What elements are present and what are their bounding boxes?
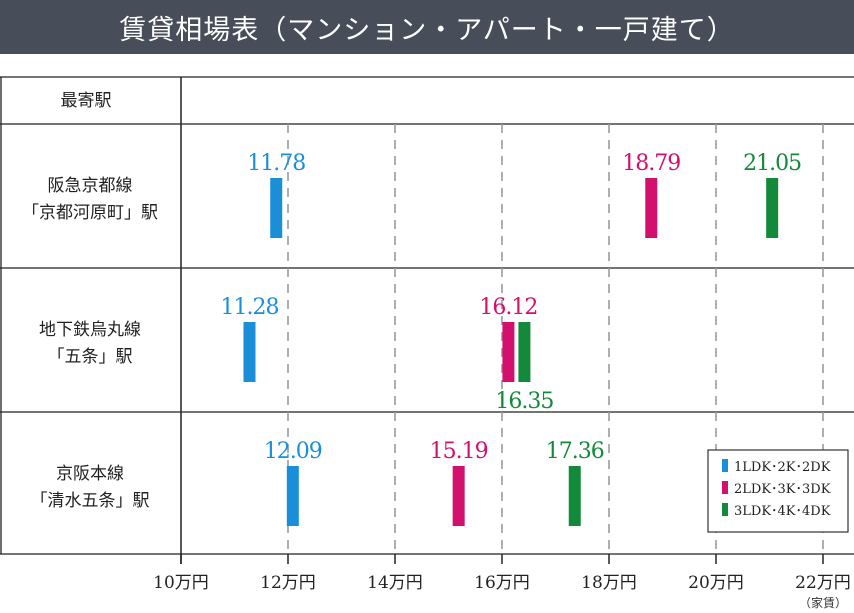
data-label: 12.09	[264, 439, 322, 464]
bar-2	[645, 178, 658, 238]
x-tick-label: 20万円	[688, 573, 744, 593]
x-tick-label: 12万円	[260, 573, 316, 593]
data-label: 16.12	[479, 295, 537, 320]
data-label: 21.05	[743, 151, 801, 176]
station-line-name: 阪急京都線	[48, 176, 133, 196]
station-name: 「清水五条」駅	[31, 491, 150, 511]
bar-3	[568, 466, 581, 526]
data-label: 18.79	[622, 151, 680, 176]
station-line-name: 地下鉄烏丸線	[39, 320, 141, 340]
legend-swatch	[722, 481, 728, 494]
x-unit-label: （家賃）	[799, 595, 847, 610]
bar-3	[518, 322, 531, 382]
data-label: 15.19	[430, 439, 488, 464]
bar-2	[452, 466, 465, 526]
header-label: 最寄駅	[61, 91, 112, 111]
data-label: 11.78	[247, 151, 305, 176]
x-tick-label: 18万円	[581, 573, 637, 593]
bar-3	[766, 178, 779, 238]
legend-label: 2LDK･3K･3DK	[734, 482, 831, 497]
bar-2	[502, 322, 515, 382]
x-tick-label: 22万円	[795, 573, 851, 593]
data-label: 17.36	[546, 439, 604, 464]
bar-1	[286, 466, 299, 526]
x-tick-label: 14万円	[367, 573, 423, 593]
legend-box	[707, 449, 849, 533]
station-name: 「京都河原町」駅	[22, 203, 158, 223]
bar-1	[243, 322, 256, 382]
bar-1	[270, 178, 283, 238]
legend-label: 1LDK･2K･2DK	[734, 460, 831, 475]
x-tick-label: 16万円	[474, 573, 530, 593]
station-name: 「五条」駅	[48, 347, 133, 367]
chart-title: 賃貸相場表（マンション・アパート・一戸建て）	[0, 0, 854, 54]
legend-swatch	[722, 503, 728, 516]
legend-swatch	[722, 459, 728, 472]
x-tick-label: 10万円	[153, 573, 209, 593]
legend-label: 3LDK･4K･4DK	[734, 504, 831, 519]
data-label: 16.35	[495, 389, 553, 414]
station-line-name: 京阪本線	[56, 464, 124, 484]
data-label: 11.28	[220, 295, 278, 320]
